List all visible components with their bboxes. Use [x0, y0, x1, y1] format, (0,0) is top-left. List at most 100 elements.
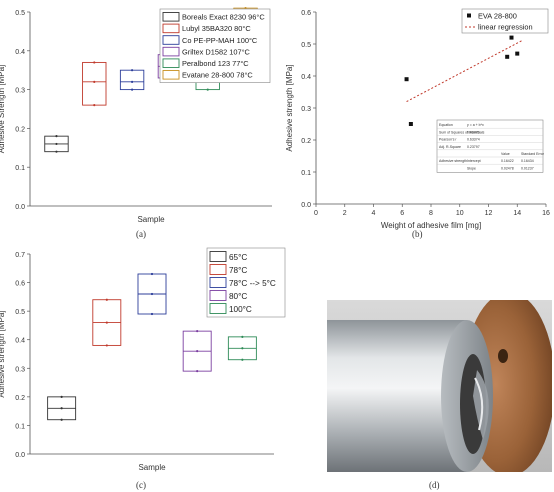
regression-table-cell: y = a + b*x	[467, 123, 484, 127]
chart-b-ytick-label: 0.0	[301, 202, 311, 209]
legend-label-1: 65°C	[229, 253, 247, 262]
chart-a-ytick-label: 0.2	[15, 126, 25, 133]
chart-a-ytick-label: 0.5	[15, 10, 25, 17]
box-2	[82, 61, 107, 106]
box-point-2-2	[105, 321, 108, 324]
chart-b-xtick-label: 0	[314, 210, 318, 217]
box-point-2-3	[105, 298, 108, 301]
chart-b-xtick-label: 12	[485, 210, 493, 217]
regression-table-cell: 0.16422	[501, 159, 514, 163]
chart-b-ytick-label: 0.5	[301, 42, 311, 49]
legend-label-eva: EVA 28-800	[478, 12, 517, 21]
chart-c-ytick-label: 0.7	[15, 252, 25, 259]
regression-table-cell: Pearson's r	[439, 138, 457, 142]
chart-b-xlabel: Weight of adhesive film [mg]	[381, 221, 481, 230]
legend-swatch-5	[209, 303, 227, 314]
scatter-point-5	[515, 51, 520, 56]
legend-swatch-5	[162, 58, 180, 68]
box-point-1-3	[55, 135, 58, 138]
scatter-point-1	[404, 77, 409, 82]
chart-b-legend	[461, 8, 549, 34]
box-point-5-3	[241, 335, 244, 338]
chart-a-ytick-label: 0.3	[15, 88, 25, 95]
box-point-3-2	[130, 80, 134, 83]
chart-c-ytick-label: 0.0	[15, 452, 25, 459]
sample-photo	[327, 300, 552, 472]
chart-a-xlabel: Sample	[137, 215, 165, 224]
box-point-3-3	[150, 272, 154, 276]
box-point-1-2	[60, 407, 63, 410]
legend-swatch-6	[162, 70, 180, 80]
regression-table-cell: 0.00476	[467, 130, 480, 134]
legend-swatch-3	[162, 35, 180, 45]
chart-c-ytick-label: 0.4	[15, 338, 25, 345]
scatter-point-4	[509, 35, 514, 40]
box-point-6-3	[244, 7, 247, 10]
box-point-5-2	[241, 347, 244, 350]
regression-line	[406, 40, 522, 103]
chart-b-xtick-label: 2	[343, 210, 347, 217]
chart-b-xtick-label: 8	[429, 210, 433, 217]
chart-a-ytick-label: 0.0	[15, 204, 25, 211]
chart-c-ytick-label: 0.6	[15, 281, 25, 288]
chart-c-xlabel: Sample	[138, 463, 166, 472]
scatter-chart-b: 0.0 0.1 0.2 0.3 0.4 0.5 0.6 0 2 4 6 8 10 12 14 16 Weight…	[285, 8, 550, 230]
chart-a-ytick-label: 0.1	[15, 165, 25, 172]
legend-label-2: Lubyl 35BA320 80°C	[182, 24, 251, 33]
chart-b-ylabel: Adhesive strength [MPa]	[285, 64, 294, 151]
caption-c: (c)	[136, 480, 146, 490]
chart-c-ytick-label: 0.5	[15, 309, 25, 316]
box-point-4-1	[196, 370, 199, 373]
peeled-film	[473, 370, 489, 440]
chart-b-xtick-label: 4	[372, 210, 376, 217]
box-chart-a: 0.0 0.1 0.2 0.3 0.4 0.5 Sample Adhesive Strengt…	[0, 7, 272, 224]
legend-swatch-4	[162, 46, 180, 57]
caption-b: (b)	[412, 229, 423, 239]
regression-table-cell: Adhesive strength	[439, 159, 467, 163]
box-point-3-2	[150, 292, 154, 296]
box-point-1-1	[60, 418, 63, 421]
legend-label-4: Griltex D1582 107°C	[182, 47, 251, 56]
chart-b-xtick-label: 16	[542, 210, 550, 217]
box-point-3-1	[150, 312, 154, 316]
regression-table-cell: 0.02478	[501, 166, 514, 170]
chart-a-ytick-label: 0.4	[15, 49, 25, 56]
legend-label-3: Co PE-PP-MAH 100°C	[182, 36, 258, 45]
chart-b-ytick-label: 0.4	[301, 74, 311, 81]
regression-table-cell: Sum of Squares of Residuals	[439, 130, 485, 134]
scatter-point-3	[505, 54, 510, 59]
legend-label-3: 78°C --> 5°C	[229, 279, 276, 288]
box-point-5-1	[206, 88, 209, 91]
box-point-2-1	[93, 104, 96, 107]
box-point-1-2	[55, 142, 58, 146]
chart-c-legend	[206, 247, 286, 318]
chart-b-xtick-label: 10	[456, 210, 464, 217]
legend-label-regression: linear regression	[478, 23, 533, 32]
legend-swatch-1	[209, 251, 227, 262]
chart-c-ylabel: Adhesive strength [MPa]	[0, 310, 6, 397]
regression-table-cell: 0.01237	[521, 166, 534, 170]
legend-swatch-1	[162, 12, 180, 22]
legend-swatch-3	[209, 277, 227, 288]
box-point-2-2	[93, 80, 96, 83]
regression-table-cell: Equation	[439, 123, 453, 127]
chart-b-xtick-label: 6	[400, 210, 404, 217]
regression-table-cell: Slope	[467, 166, 476, 170]
caption-d: (d)	[429, 480, 440, 490]
chart-b-xtick-label: 14	[513, 210, 521, 217]
box-3	[119, 69, 145, 91]
regression-table-cell: 0.16434	[521, 159, 534, 163]
chart-c-ytick-label: 0.1	[15, 423, 25, 430]
scatter-point-2	[408, 122, 413, 126]
legend-swatch-4	[209, 290, 227, 301]
regression-table-cell: Intercept	[467, 159, 481, 163]
legend-swatch-2	[162, 23, 180, 34]
caption-a: (a)	[136, 229, 146, 239]
regression-table-cell: Standard Error	[521, 152, 545, 156]
chart-c-ytick-label: 0.2	[15, 395, 25, 402]
chart-c-ytick-label: 0.3	[15, 366, 25, 373]
box-point-2-1	[105, 344, 108, 347]
legend-label-5: Peralbond 123 77°C	[182, 59, 249, 68]
chart-b-ytick-label: 0.6	[301, 10, 311, 17]
disc-hole	[498, 349, 508, 363]
